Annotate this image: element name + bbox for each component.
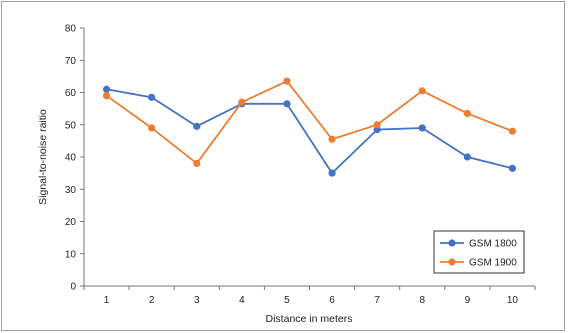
x-tick-label: 10 — [507, 295, 519, 306]
x-axis-title: Distance in meters — [266, 313, 353, 325]
data-point-gsm-1900 — [102, 92, 111, 100]
y-axis-title: Signal-to-noise raitio — [37, 109, 49, 205]
data-point-gsm-1800 — [418, 124, 426, 132]
x-tick-label: 1 — [104, 295, 110, 306]
x-tick-label: 6 — [329, 295, 335, 306]
legend-marker-gsm-1800 — [448, 239, 456, 247]
legend-label-gsm-1800: GSM 1800 — [469, 239, 517, 250]
y-tick-label: 40 — [65, 153, 77, 164]
x-tick-label: 7 — [374, 295, 380, 306]
y-tick-label: 70 — [65, 56, 77, 67]
data-point-gsm-1900 — [508, 127, 517, 135]
y-tick-group: 0 10 20 30 40 50 60 70 80 — [65, 24, 84, 293]
data-point-gsm-1900 — [283, 77, 291, 85]
y-tick-label: 50 — [65, 120, 77, 131]
series-line-gsm-1800 — [106, 88, 513, 175]
series-layer — [102, 77, 517, 177]
y-tick-label: 20 — [65, 217, 77, 228]
legend-marker-gsm-1900 — [448, 258, 456, 266]
data-point-gsm-1900 — [328, 135, 336, 143]
y-tick-label: 0 — [70, 282, 76, 293]
data-point-gsm-1800 — [508, 164, 517, 172]
data-point-gsm-1900 — [193, 159, 201, 168]
data-point-gsm-1800 — [193, 122, 201, 130]
x-tick-label: 3 — [194, 295, 200, 306]
data-point-gsm-1900 — [373, 121, 381, 129]
legend-box — [433, 230, 525, 274]
y-tick-label: 30 — [65, 185, 77, 196]
x-tick-label: 5 — [284, 295, 290, 306]
data-point-gsm-1900 — [238, 98, 246, 106]
legend: GSM 1800 GSM 1900 — [433, 230, 525, 274]
data-point-gsm-1800 — [328, 169, 336, 177]
x-tick-label: 2 — [149, 295, 155, 306]
y-tick-label: 80 — [65, 24, 77, 35]
series-line-gsm-1900 — [106, 80, 513, 165]
y-tick-label: 10 — [65, 249, 77, 260]
x-tick-label: 8 — [419, 295, 425, 306]
y-tick-label: 60 — [65, 88, 77, 99]
x-tick-label: 4 — [239, 295, 245, 306]
data-point-gsm-1900 — [148, 124, 156, 132]
data-point-gsm-1800 — [463, 153, 471, 161]
legend-label-gsm-1900: GSM 1900 — [469, 258, 517, 269]
x-tick-label: 9 — [465, 295, 471, 306]
data-point-gsm-1900 — [463, 109, 471, 118]
data-point-gsm-1800 — [102, 85, 111, 93]
data-point-gsm-1800 — [283, 100, 291, 108]
data-point-gsm-1800 — [148, 93, 156, 101]
data-point-gsm-1900 — [418, 87, 426, 95]
x-tick-group: 1 2 3 4 5 6 7 8 9 10 — [83, 286, 536, 306]
